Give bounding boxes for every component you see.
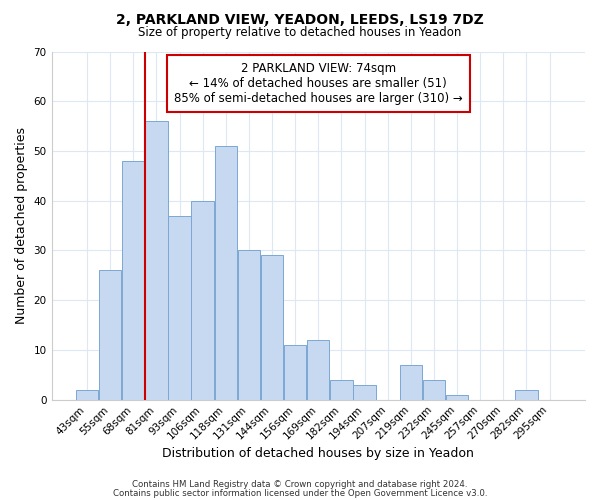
Bar	[422, 380, 445, 400]
Bar	[284, 345, 307, 400]
Text: Contains public sector information licensed under the Open Government Licence v3: Contains public sector information licen…	[113, 488, 487, 498]
Bar	[261, 256, 283, 400]
Bar	[99, 270, 121, 400]
Text: Contains HM Land Registry data © Crown copyright and database right 2024.: Contains HM Land Registry data © Crown c…	[132, 480, 468, 489]
Bar	[145, 121, 167, 400]
Bar	[238, 250, 260, 400]
Bar	[215, 146, 237, 400]
Text: 2 PARKLAND VIEW: 74sqm
← 14% of detached houses are smaller (51)
85% of semi-det: 2 PARKLAND VIEW: 74sqm ← 14% of detached…	[174, 62, 463, 105]
Bar	[330, 380, 353, 400]
Bar	[446, 395, 468, 400]
Bar	[76, 390, 98, 400]
Bar	[122, 161, 145, 400]
Bar	[191, 200, 214, 400]
Bar	[515, 390, 538, 400]
Bar	[353, 385, 376, 400]
X-axis label: Distribution of detached houses by size in Yeadon: Distribution of detached houses by size …	[163, 447, 474, 460]
Text: 2, PARKLAND VIEW, YEADON, LEEDS, LS19 7DZ: 2, PARKLAND VIEW, YEADON, LEEDS, LS19 7D…	[116, 12, 484, 26]
Bar	[168, 216, 191, 400]
Y-axis label: Number of detached properties: Number of detached properties	[15, 127, 28, 324]
Text: Size of property relative to detached houses in Yeadon: Size of property relative to detached ho…	[139, 26, 461, 39]
Bar	[400, 365, 422, 400]
Bar	[307, 340, 329, 400]
